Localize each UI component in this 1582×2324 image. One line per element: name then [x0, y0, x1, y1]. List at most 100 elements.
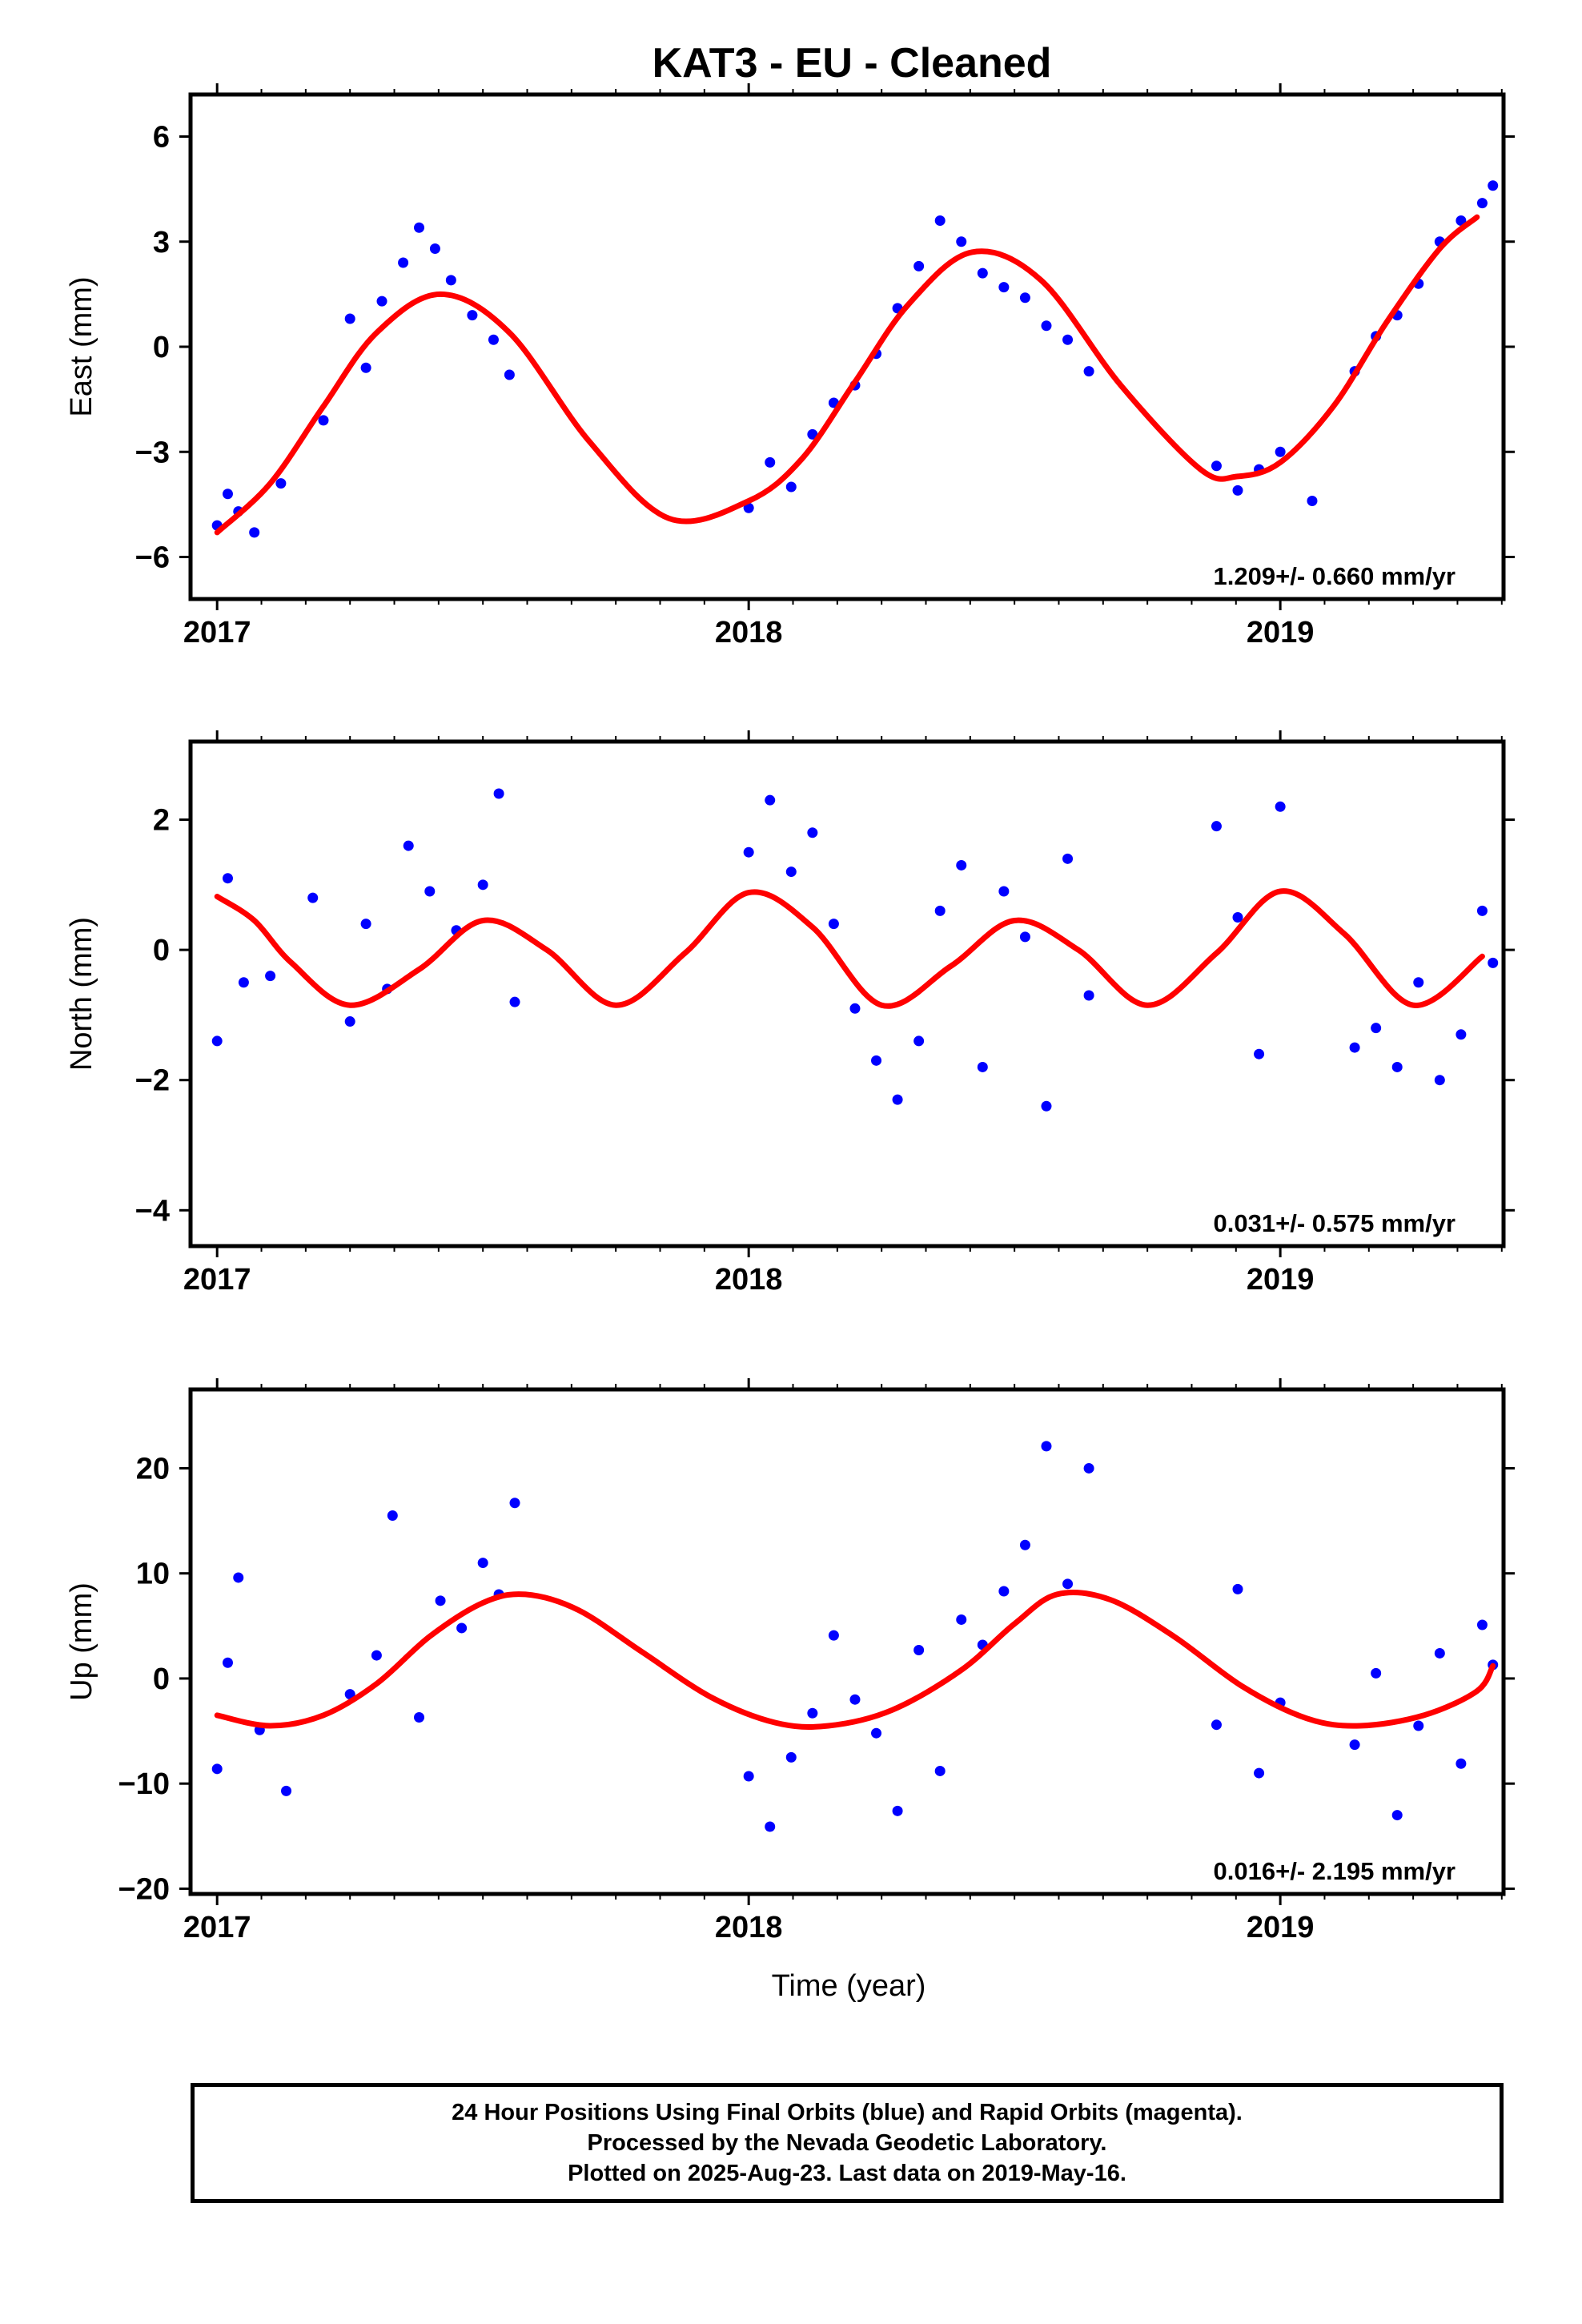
x-axis-label: Time (year)	[772, 1969, 926, 2003]
rate-label: 0.016+/- 2.195 mm/yr	[1214, 1857, 1456, 1885]
data-point	[398, 257, 409, 268]
data-point	[1211, 460, 1222, 472]
plot-frame	[188, 92, 1506, 601]
data-point	[785, 481, 797, 493]
data-point	[1413, 977, 1424, 988]
data-point	[807, 428, 818, 440]
rate-label: 1.209+/- 0.660 mm/yr	[1214, 562, 1456, 590]
data-point	[1413, 1720, 1424, 1731]
data-point	[1391, 1061, 1403, 1072]
data-point	[424, 886, 436, 897]
data-point	[1476, 905, 1488, 916]
data-point	[892, 1805, 903, 1816]
data-point	[913, 1035, 925, 1047]
plot-frame	[188, 1387, 1506, 1896]
data-point	[1062, 334, 1074, 345]
data-point	[387, 1510, 398, 1521]
data-point	[360, 362, 371, 373]
fit-curve	[214, 214, 1480, 536]
data-point	[456, 1622, 468, 1634]
data-point	[743, 846, 754, 858]
data-point	[892, 1094, 903, 1105]
data-point	[376, 296, 387, 307]
y-tick-label: −4	[135, 1194, 170, 1228]
data-point	[1062, 1578, 1074, 1590]
data-point	[1434, 1647, 1445, 1659]
rate-label: 0.031+/- 0.575 mm/yr	[1214, 1209, 1456, 1237]
data-point	[1476, 198, 1488, 209]
y-tick-label: 20	[136, 1452, 170, 1486]
data-point	[998, 1586, 1010, 1597]
data-point	[414, 222, 425, 233]
data-point	[956, 236, 967, 247]
data-point	[222, 1657, 233, 1668]
data-point	[467, 310, 478, 321]
data-point	[1488, 957, 1499, 968]
plot-area	[211, 1441, 1499, 1832]
data-point	[849, 1694, 861, 1705]
data-point	[222, 873, 233, 884]
data-point	[1211, 1719, 1222, 1731]
data-point	[934, 1765, 946, 1776]
data-point	[509, 1498, 520, 1509]
data-point	[1232, 485, 1243, 496]
x-tick-label: 2018	[715, 1911, 783, 1944]
fit-curve	[214, 888, 1485, 1009]
y-tick-label: 2	[153, 804, 170, 838]
data-point	[249, 527, 260, 538]
y-tick-label: −20	[118, 1872, 170, 1906]
data-point	[1019, 1539, 1030, 1550]
data-point	[1254, 1048, 1265, 1059]
y-tick-label: −2	[135, 1064, 170, 1098]
data-point	[956, 859, 967, 870]
chart-title: KAT3 - EU - Cleaned	[652, 40, 1052, 86]
data-point	[871, 1055, 882, 1066]
data-point	[1307, 496, 1318, 506]
data-point	[1019, 931, 1030, 943]
data-point	[807, 1707, 818, 1719]
plot-frame	[188, 739, 1506, 1248]
data-point	[1041, 1441, 1052, 1452]
data-point	[1211, 821, 1222, 832]
data-point	[1083, 1462, 1094, 1474]
data-point	[871, 1727, 882, 1739]
data-point	[344, 1016, 355, 1027]
data-point	[765, 794, 776, 806]
data-point	[849, 1003, 861, 1014]
data-point	[1349, 1739, 1360, 1751]
panel-3: 2017 2018 2019 −20 −10 0 10 20 Up (mm) 0.016+/- 2…	[65, 1378, 1515, 1944]
data-point	[998, 886, 1010, 897]
data-point	[765, 1821, 776, 1832]
data-point	[956, 1614, 967, 1625]
data-point	[1232, 1583, 1243, 1594]
x-tick-label: 2018	[715, 1263, 783, 1297]
data-point	[785, 866, 797, 878]
data-point	[435, 1595, 446, 1606]
data-point	[785, 1751, 797, 1763]
y-tick-label: 10	[136, 1558, 170, 1591]
data-point	[1019, 292, 1030, 304]
y-axis-label: East (mm)	[65, 276, 98, 416]
data-point	[318, 415, 329, 426]
data-point	[211, 1763, 223, 1775]
data-point	[1456, 1029, 1467, 1040]
y-axis-label: Up (mm)	[65, 1582, 98, 1701]
data-point	[998, 282, 1010, 293]
data-point	[977, 267, 988, 279]
data-point	[488, 334, 499, 345]
data-point	[913, 1645, 925, 1655]
data-point	[445, 275, 456, 286]
data-point	[275, 478, 287, 489]
data-point	[477, 879, 488, 891]
data-point	[1254, 1767, 1265, 1779]
data-point	[828, 1630, 839, 1641]
data-point	[1371, 1023, 1382, 1034]
data-point	[429, 243, 440, 254]
data-point	[913, 260, 925, 271]
data-point	[504, 369, 515, 380]
y-tick-label: −6	[135, 541, 170, 575]
footer-line-2: Processed by the Nevada Geodetic Laborat…	[587, 2130, 1107, 2156]
data-point	[1275, 801, 1286, 812]
data-point	[222, 489, 233, 500]
